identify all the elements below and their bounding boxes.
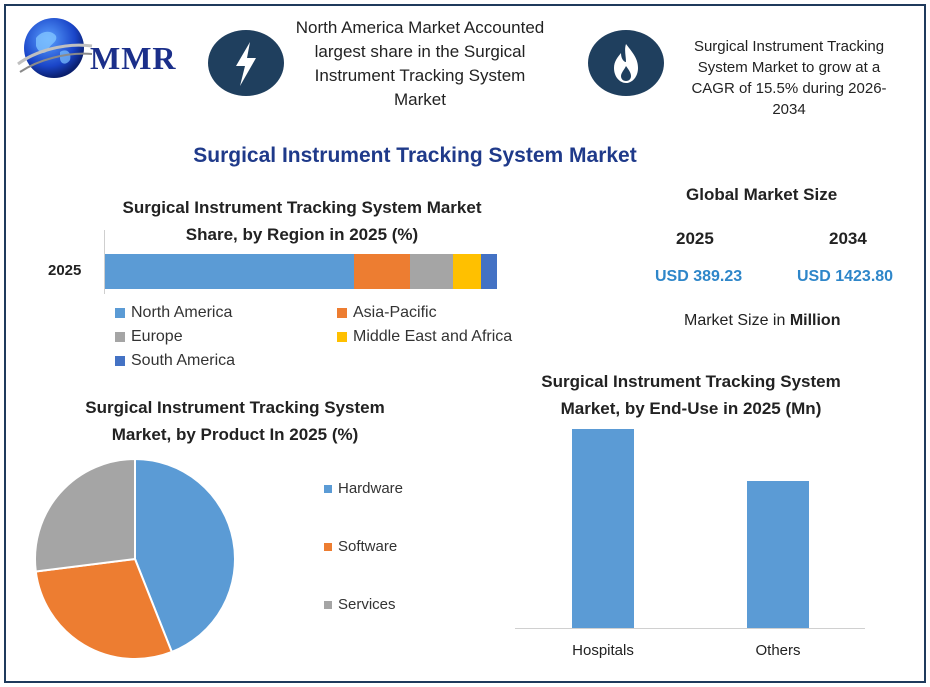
- market-value-2025: USD 389.23: [655, 268, 743, 285]
- region-bar-segment-south-america: [481, 254, 497, 289]
- legend-swatch: [324, 542, 332, 551]
- region-bar-segment-asia-pacific: [354, 254, 410, 289]
- legend-europe: Europe: [115, 328, 183, 346]
- lightning-badge: [208, 30, 284, 96]
- legend-swatch: [115, 356, 125, 366]
- market-size-note: Market Size in Million: [684, 312, 840, 330]
- enduse-bar-others: [747, 480, 809, 628]
- header-cagr-text: Surgical Instrument Tracking System Mark…: [691, 38, 887, 118]
- region-category-label: 2025: [48, 262, 82, 279]
- market-year-2025: 2025: [676, 229, 714, 248]
- enduse-baseline: [515, 628, 865, 629]
- region-legend: North America Asia-Pacific Europe Middle…: [115, 304, 535, 376]
- legend-swatch: [115, 308, 125, 318]
- flame-badge: [588, 30, 664, 96]
- region-bar-segment-europe: [409, 254, 454, 289]
- legend-label: Hardware: [338, 480, 404, 497]
- legend-services: Services: [324, 596, 396, 613]
- legend-label: Middle East and Africa: [353, 328, 513, 345]
- legend-label: South America: [131, 352, 236, 369]
- enduse-chart-title: Surgical Instrument Tracking System Mark…: [541, 372, 841, 418]
- market-year-2034: 2034: [829, 229, 867, 248]
- legend-swatch: [337, 332, 347, 342]
- legend-label: Services: [338, 596, 396, 613]
- product-pie-chart: [34, 457, 236, 660]
- legend-mea: Middle East and Africa: [337, 328, 512, 346]
- enduse-label-others: Others: [755, 642, 801, 659]
- legend-swatch: [337, 308, 347, 318]
- infographic-frame: [4, 4, 926, 683]
- legend-north-america: North America: [115, 304, 232, 322]
- pie-slice-services: [34, 457, 136, 573]
- enduse-plot-area: [515, 420, 865, 630]
- flame-icon: [614, 44, 638, 83]
- legend-label: Europe: [131, 328, 183, 345]
- page-title: Surgical Instrument Tracking System Mark…: [193, 144, 637, 167]
- lightning-icon: [236, 42, 256, 86]
- legend-software: Software: [324, 538, 397, 555]
- legend-label: Asia-Pacific: [353, 304, 437, 321]
- product-legend: Hardware Software Services: [324, 480, 444, 620]
- legend-swatch: [324, 484, 332, 493]
- market-size-note-prefix: Market Size in: [684, 312, 790, 329]
- region-axis-line: [104, 230, 105, 294]
- legend-hardware: Hardware: [324, 480, 403, 497]
- region-stacked-bar: [105, 254, 497, 289]
- global-market-title: Global Market Size: [686, 185, 838, 204]
- globe-logo-icon: [17, 18, 93, 78]
- enduse-label-hospitals: Hospitals: [572, 642, 634, 659]
- legend-label: Software: [338, 538, 398, 555]
- pie-slice-software: [34, 557, 174, 660]
- enduse-bar-hospitals: [572, 428, 634, 628]
- header-north-america-text: North America Market Accounted largest s…: [295, 18, 545, 109]
- product-chart-title: Surgical Instrument Tracking System Mark…: [85, 398, 385, 444]
- region-bar-segment-middle-east-and-africa: [453, 254, 482, 289]
- legend-swatch: [115, 332, 125, 342]
- legend-south-america: South America: [115, 352, 235, 370]
- pie-slice-hardware: [134, 457, 236, 654]
- legend-swatch: [324, 600, 332, 609]
- market-size-note-unit: Million: [789, 312, 841, 329]
- legend-label: North America: [131, 304, 233, 321]
- market-value-2034: USD 1423.80: [797, 268, 894, 285]
- brand-logo-text: MMR: [90, 40, 177, 76]
- region-chart-title: Surgical Instrument Tracking System Mark…: [122, 198, 482, 244]
- region-bar-segment-north-america: [105, 254, 355, 289]
- legend-asia-pacific: Asia-Pacific: [337, 304, 437, 322]
